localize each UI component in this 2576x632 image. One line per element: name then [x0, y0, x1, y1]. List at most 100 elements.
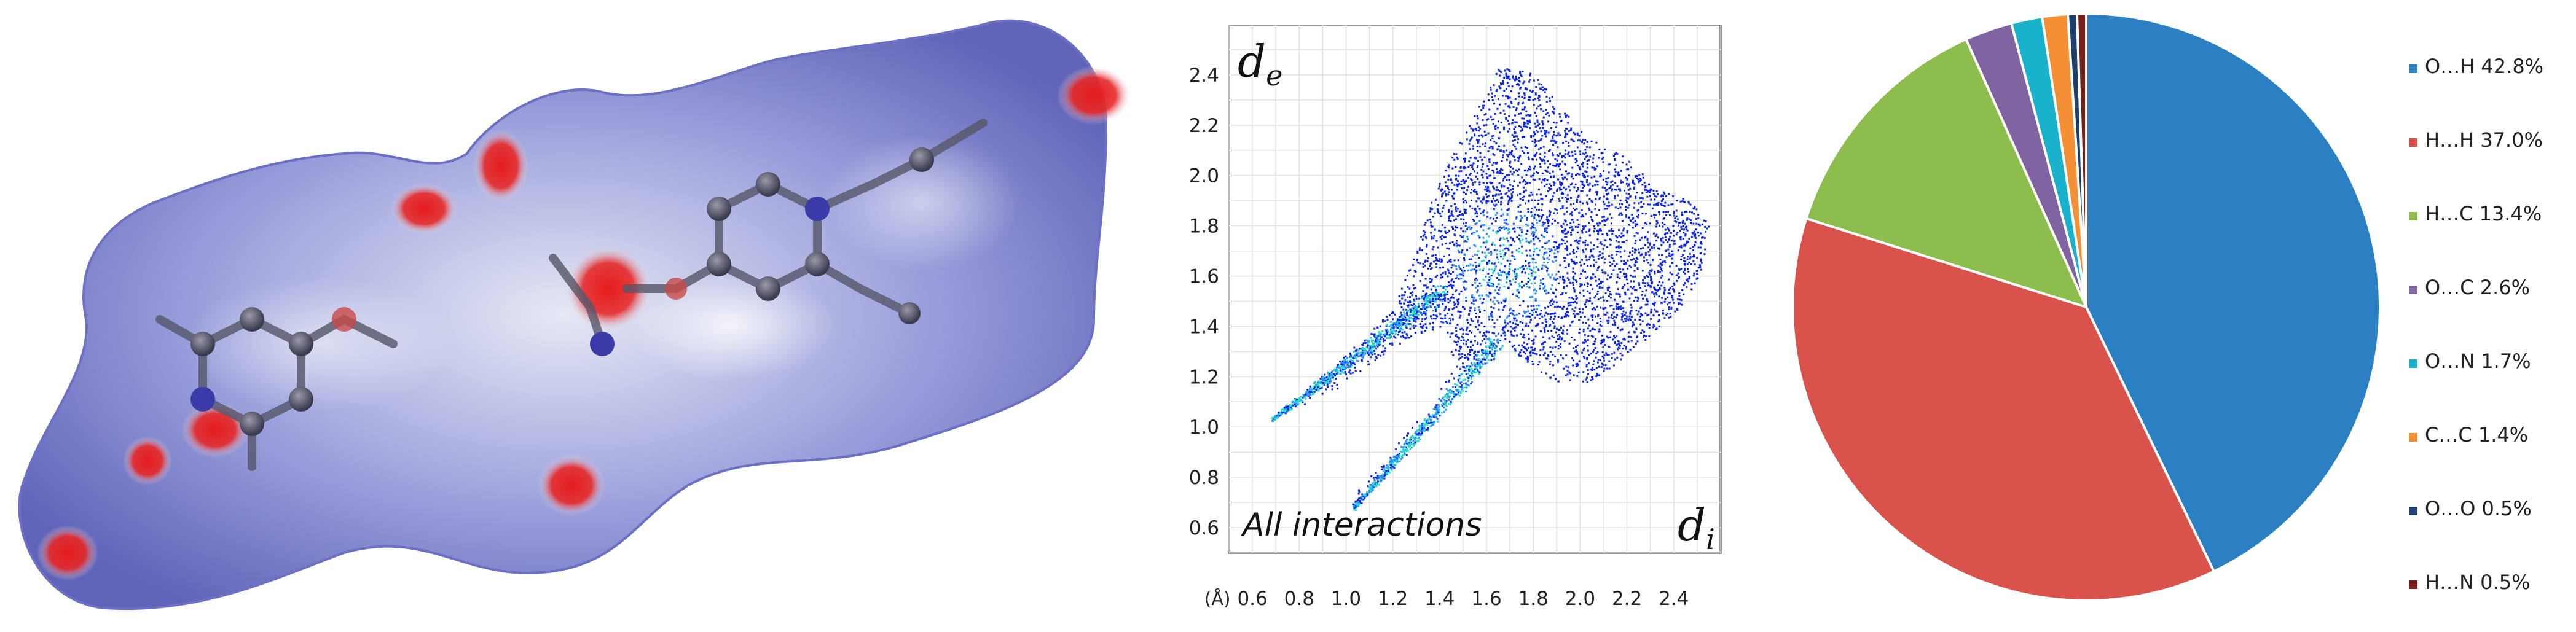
fingerprint-point — [1432, 303, 1434, 305]
fingerprint-point — [1650, 286, 1652, 288]
fingerprint-point — [1545, 373, 1547, 375]
fingerprint-point — [1566, 333, 1568, 335]
fingerprint-point — [1448, 302, 1450, 303]
fingerprint-point — [1597, 224, 1599, 226]
fingerprint-point — [1475, 265, 1477, 267]
fingerprint-point — [1500, 149, 1502, 151]
fingerprint-point — [1547, 262, 1549, 263]
fingerprint-point — [1562, 276, 1564, 278]
fingerprint-point — [1420, 280, 1421, 282]
fingerprint-point — [1603, 300, 1605, 302]
fingerprint-point — [1674, 311, 1676, 313]
fingerprint-point — [1429, 263, 1431, 265]
fingerprint-point — [1525, 325, 1527, 327]
fingerprint-point — [1677, 218, 1679, 220]
fingerprint-point — [1607, 218, 1609, 220]
fingerprint-point — [1530, 354, 1532, 356]
fingerprint-point — [1345, 356, 1347, 357]
fingerprint-point — [1545, 319, 1547, 321]
fingerprint-point — [1636, 340, 1638, 342]
fingerprint-point — [1655, 292, 1657, 294]
fingerprint-point — [1552, 219, 1553, 220]
fingerprint-point — [1464, 308, 1466, 310]
fingerprint-point — [1449, 242, 1451, 244]
fingerprint-point — [1622, 315, 1624, 317]
fingerprint-point — [1455, 335, 1456, 337]
fingerprint-point — [1559, 264, 1561, 266]
fingerprint-spike-point — [1361, 502, 1363, 504]
fingerprint-point — [1690, 263, 1692, 265]
fingerprint-point — [1526, 147, 1528, 149]
fingerprint-point — [1476, 193, 1478, 195]
fingerprint-spike-point — [1330, 381, 1332, 383]
fingerprint-point — [1533, 239, 1534, 241]
fingerprint-point — [1526, 268, 1528, 270]
fingerprint-point — [1486, 294, 1488, 296]
fingerprint-point — [1659, 271, 1661, 273]
fingerprint-point — [1421, 273, 1423, 275]
fingerprint-point — [1445, 200, 1447, 201]
fingerprint-point — [1614, 359, 1616, 361]
fingerprint-point — [1617, 274, 1619, 276]
fingerprint-point — [1606, 368, 1608, 370]
fingerprint-point — [1652, 190, 1654, 192]
fingerprint-point — [1474, 279, 1476, 281]
fingerprint-point — [1510, 331, 1512, 333]
fingerprint-point — [1689, 248, 1691, 249]
fingerprint-point — [1523, 300, 1525, 302]
fingerprint-point — [1430, 207, 1432, 209]
fingerprint-point — [1618, 343, 1620, 345]
fingerprint-spike-point — [1395, 333, 1397, 335]
fingerprint-point — [1471, 295, 1473, 297]
fingerprint-point — [1516, 334, 1518, 336]
fingerprint-point — [1512, 144, 1514, 146]
fingerprint-point — [1530, 176, 1532, 178]
fingerprint-point — [1507, 240, 1509, 242]
fingerprint-point — [1431, 318, 1432, 319]
fingerprint-point — [1472, 148, 1474, 150]
fingerprint-point — [1566, 198, 1568, 200]
fingerprint-point — [1584, 284, 1585, 286]
fingerprint-point — [1486, 188, 1488, 190]
fingerprint-point — [1515, 295, 1517, 297]
fingerprint-point — [1424, 224, 1426, 226]
fingerprint-point — [1469, 143, 1471, 145]
fingerprint-point — [1558, 348, 1560, 349]
fingerprint-point — [1608, 230, 1610, 232]
fingerprint-point — [1437, 209, 1439, 211]
fingerprint-point — [1499, 229, 1501, 231]
fingerprint-point — [1520, 211, 1522, 213]
fingerprint-point — [1535, 335, 1537, 337]
fingerprint-point — [1451, 189, 1453, 191]
fingerprint-point — [1585, 306, 1587, 308]
fingerprint-point — [1399, 295, 1400, 297]
fingerprint-point — [1519, 227, 1521, 229]
fingerprint-point — [1562, 205, 1564, 207]
fingerprint-point — [1617, 327, 1619, 329]
fingerprint-point — [1573, 374, 1575, 376]
fingerprint-point — [1668, 279, 1670, 281]
fingerprint-point — [1440, 215, 1442, 217]
fingerprint-spike-point — [1337, 364, 1339, 365]
fingerprint-point — [1500, 279, 1502, 281]
fingerprint-point — [1465, 152, 1467, 154]
fingerprint-point — [1558, 244, 1560, 246]
fingerprint-point — [1544, 341, 1546, 343]
fingerprint-point — [1486, 173, 1488, 174]
fingerprint-point — [1667, 313, 1668, 314]
fingerprint-point — [1488, 285, 1490, 287]
fingerprint-point — [1611, 294, 1612, 295]
fingerprint-point — [1611, 204, 1613, 206]
fingerprint-spike-point — [1432, 292, 1434, 294]
fingerprint-point — [1415, 295, 1417, 297]
fingerprint-spike-point — [1406, 323, 1408, 325]
fingerprint-point — [1336, 384, 1338, 386]
fingerprint-point — [1509, 341, 1510, 343]
fingerprint-point — [1693, 213, 1695, 215]
fingerprint-point — [1391, 344, 1393, 346]
fingerprint-point — [1488, 318, 1490, 320]
fingerprint-point — [1521, 231, 1523, 233]
fingerprint-point — [1553, 108, 1555, 110]
fingerprint-point — [1644, 276, 1646, 278]
fingerprint-point — [1630, 275, 1632, 276]
